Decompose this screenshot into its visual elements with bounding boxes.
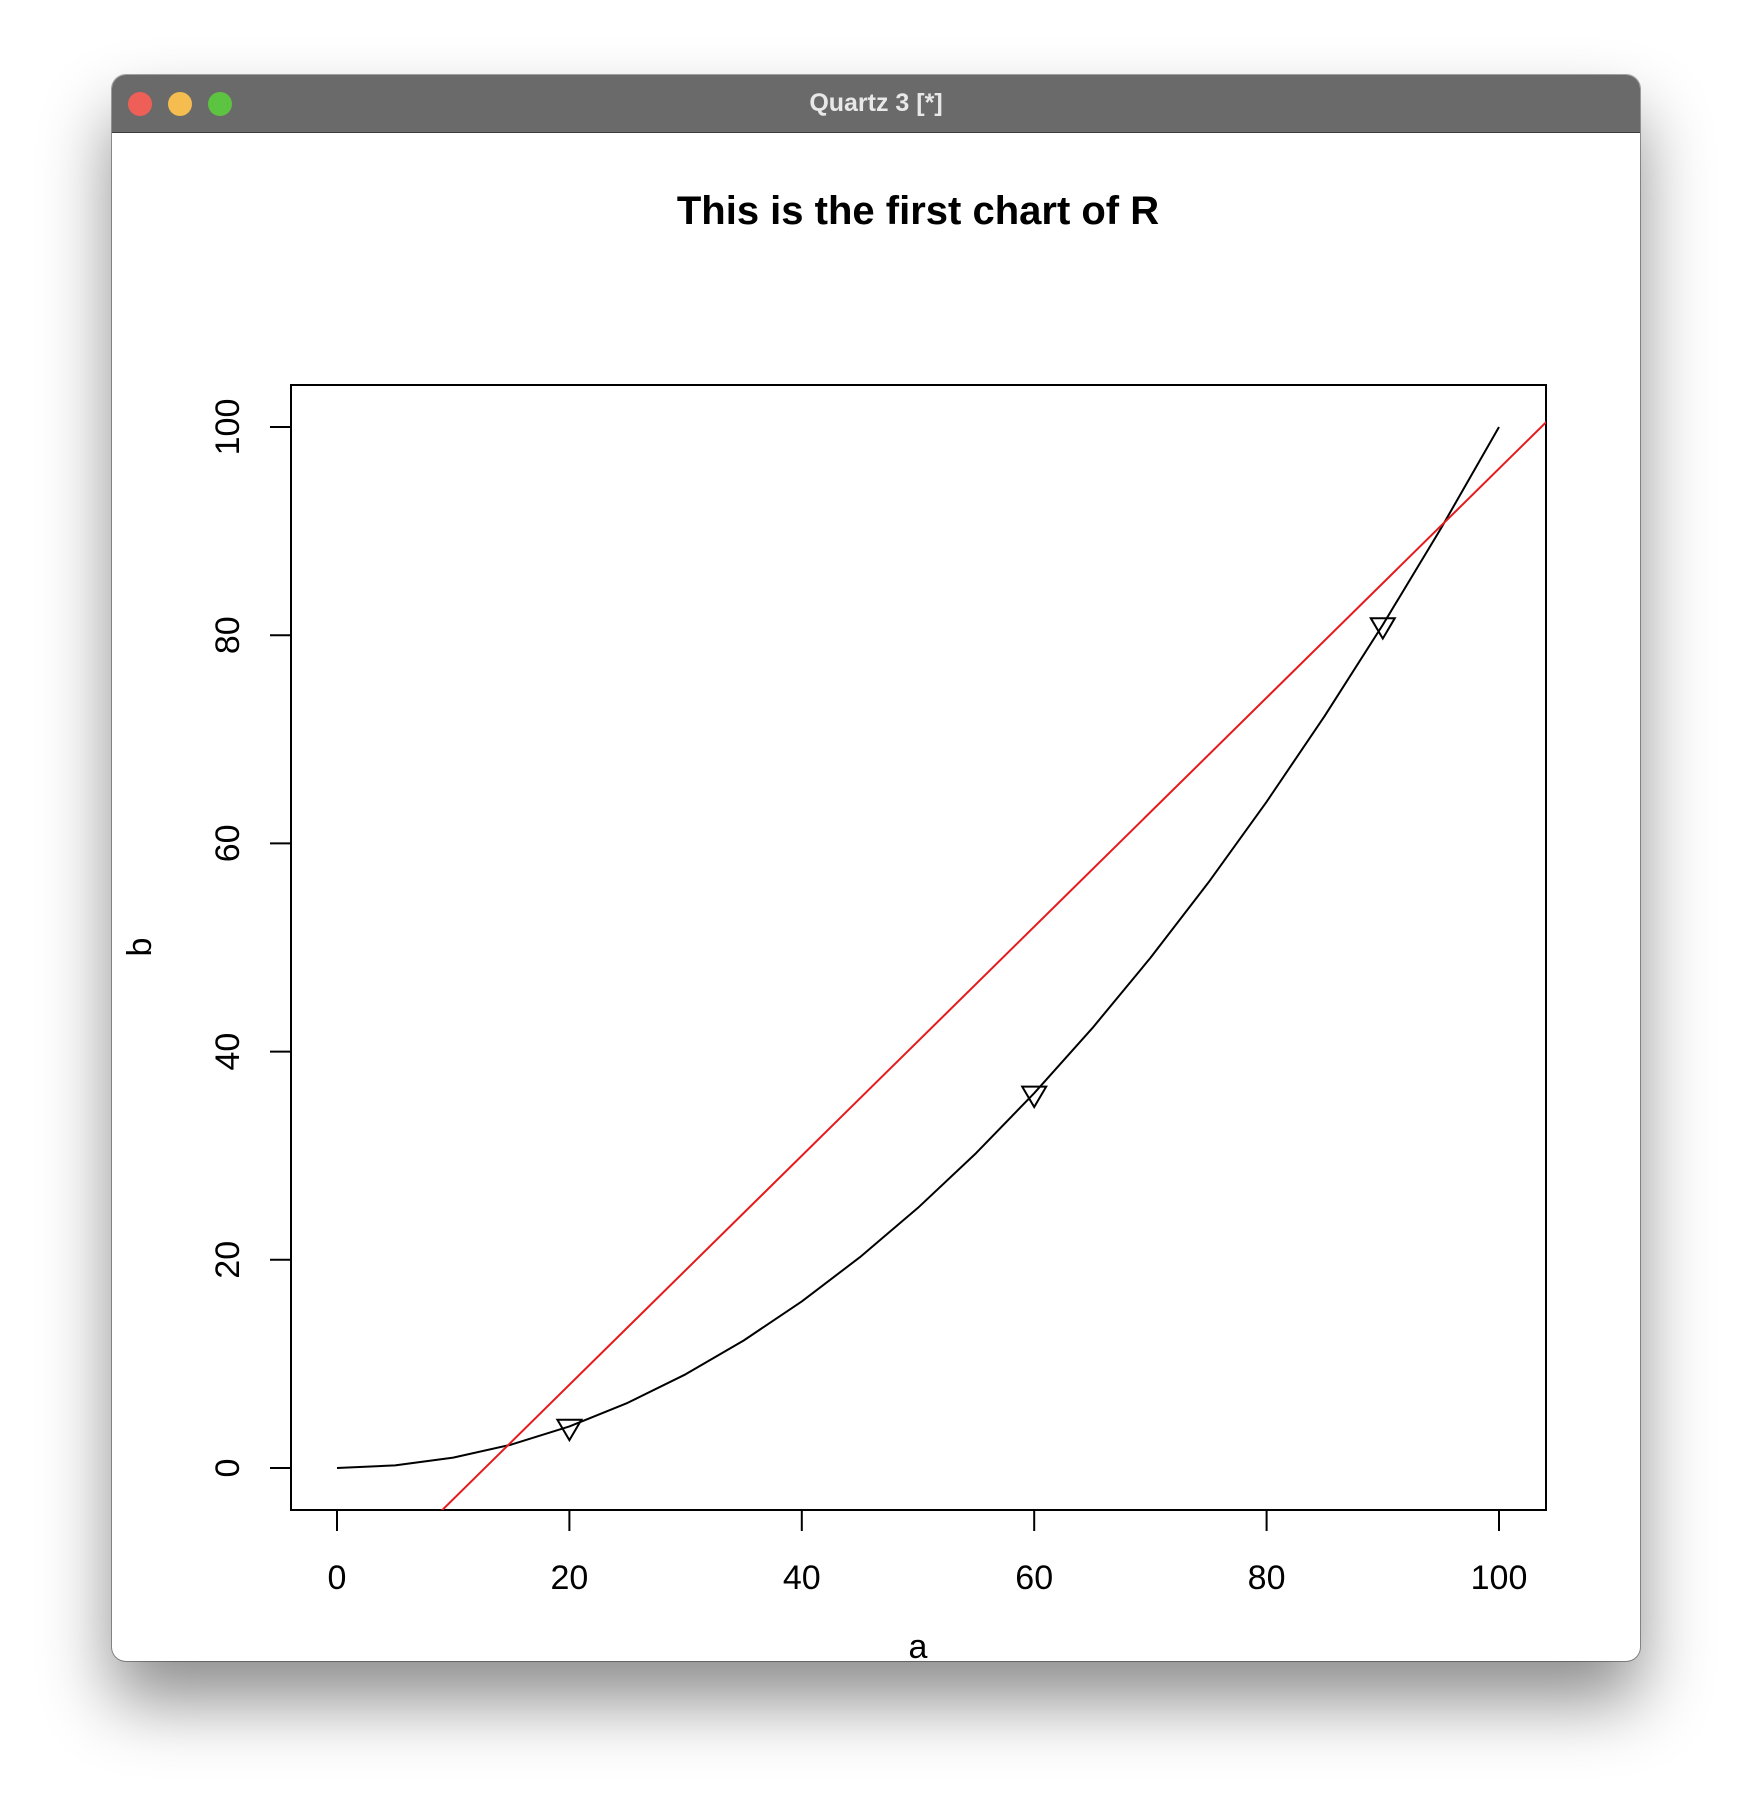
x-axis-label: a	[909, 1628, 928, 1661]
plot-box	[290, 384, 1547, 1511]
plot-canvas: This is the first chart of R 0 20 40 60 80 10…	[121, 189, 1547, 1661]
minimize-button[interactable]	[168, 92, 192, 116]
curve-line	[336, 426, 1500, 1469]
triangle-marker	[1369, 617, 1397, 641]
y-tick-label: 60	[209, 824, 247, 862]
triangle-marker	[555, 1418, 584, 1443]
quartz-window: Quartz 3 [*] This is the first chart of …	[112, 75, 1640, 1661]
plot-series	[336, 420, 1546, 1510]
chart-title: This is the first chart of R	[677, 189, 1159, 233]
y-tick-label: 40	[209, 1033, 247, 1071]
axes: 0 20 40 60 80 100 0 20 40 60 80 100	[209, 399, 1527, 1597]
window-title: Quartz 3 [*]	[809, 89, 943, 117]
y-tick-label: 100	[209, 399, 247, 456]
x-tick-label: 0	[328, 1559, 347, 1597]
x-tick-label: 100	[1471, 1559, 1528, 1597]
window-titlebar[interactable]: Quartz 3 [*]	[112, 75, 1640, 133]
triangle-marker	[1020, 1085, 1048, 1110]
y-tick-label: 80	[209, 616, 247, 654]
zoom-button[interactable]	[208, 92, 232, 116]
x-tick-label: 20	[550, 1559, 588, 1597]
y-tick-label: 0	[209, 1459, 247, 1478]
regression-line	[440, 420, 1546, 1510]
x-tick-label: 40	[783, 1559, 821, 1597]
y-tick-label: 20	[209, 1241, 247, 1279]
x-tick-label: 60	[1015, 1559, 1053, 1597]
close-button[interactable]	[128, 92, 152, 116]
y-axis-label: b	[121, 938, 159, 957]
x-tick-label: 80	[1248, 1559, 1286, 1597]
